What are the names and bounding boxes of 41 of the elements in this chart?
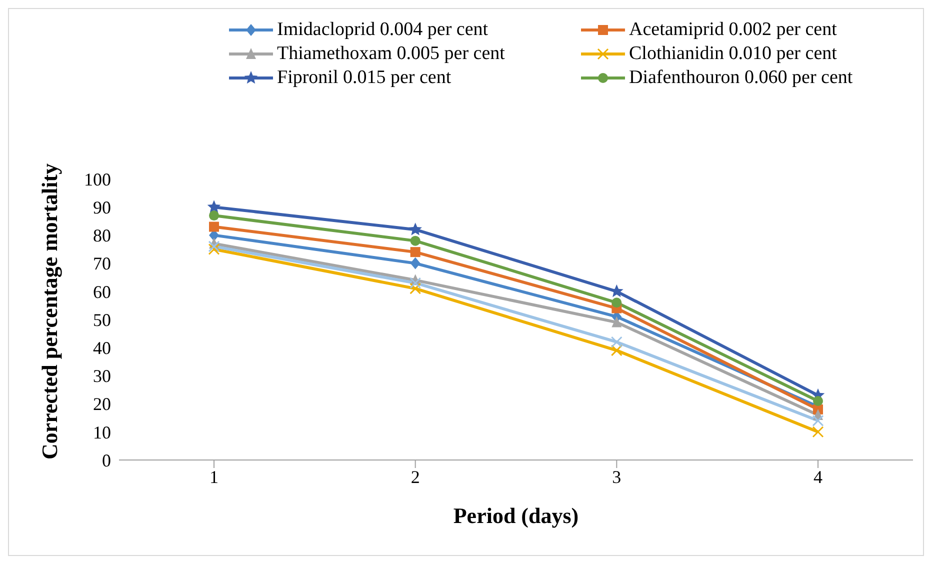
y-tick-label: 0 [102,450,111,470]
point [209,210,219,221]
point [610,344,622,356]
y-tick-label: 40 [93,338,111,358]
point [410,282,422,294]
point [410,236,420,246]
point [208,240,220,252]
y-tick-label: 70 [93,254,111,274]
legend-label: Acetamiprid 0.002 per cent [629,19,837,41]
point [410,247,420,258]
legend-label: Diafenthouron 0.060 per cent [629,67,853,89]
point [209,222,219,232]
point [612,316,622,328]
y-tick-label: 90 [93,197,111,218]
x-tick-label: 3 [612,466,622,487]
point [410,277,422,289]
point [208,244,220,255]
y-tick-label: 30 [93,366,111,386]
y-tick-label: 100 [84,169,111,190]
point [207,200,221,213]
x-tick-label: 4 [814,466,822,487]
point [812,426,824,438]
x-tick-label: 2 [410,466,420,487]
y-axis-title: Corrected percentage mortality [36,163,62,460]
point [813,396,823,406]
x-axis-title: Period (days) [453,503,579,528]
y-tick-label: 20 [93,394,111,414]
legend-label: Fipronil 0.015 per cent [277,67,452,89]
x-tick-label: 1 [210,466,218,487]
y-tick-label: 60 [93,282,111,302]
y-tick-label: 50 [93,310,111,330]
y-tick-label: 10 [93,422,111,442]
point [612,298,622,308]
legend-label: Thiamethoxam 0.005 per cent [277,43,505,65]
point [410,257,420,270]
legend-label: Clothianidin 0.010 per cent [629,43,837,65]
point [408,222,422,236]
legend-label: Imidacloprid 0.004 per cent [277,19,488,41]
point [812,414,824,426]
y-tick-label: 80 [93,226,111,246]
point [610,336,622,348]
